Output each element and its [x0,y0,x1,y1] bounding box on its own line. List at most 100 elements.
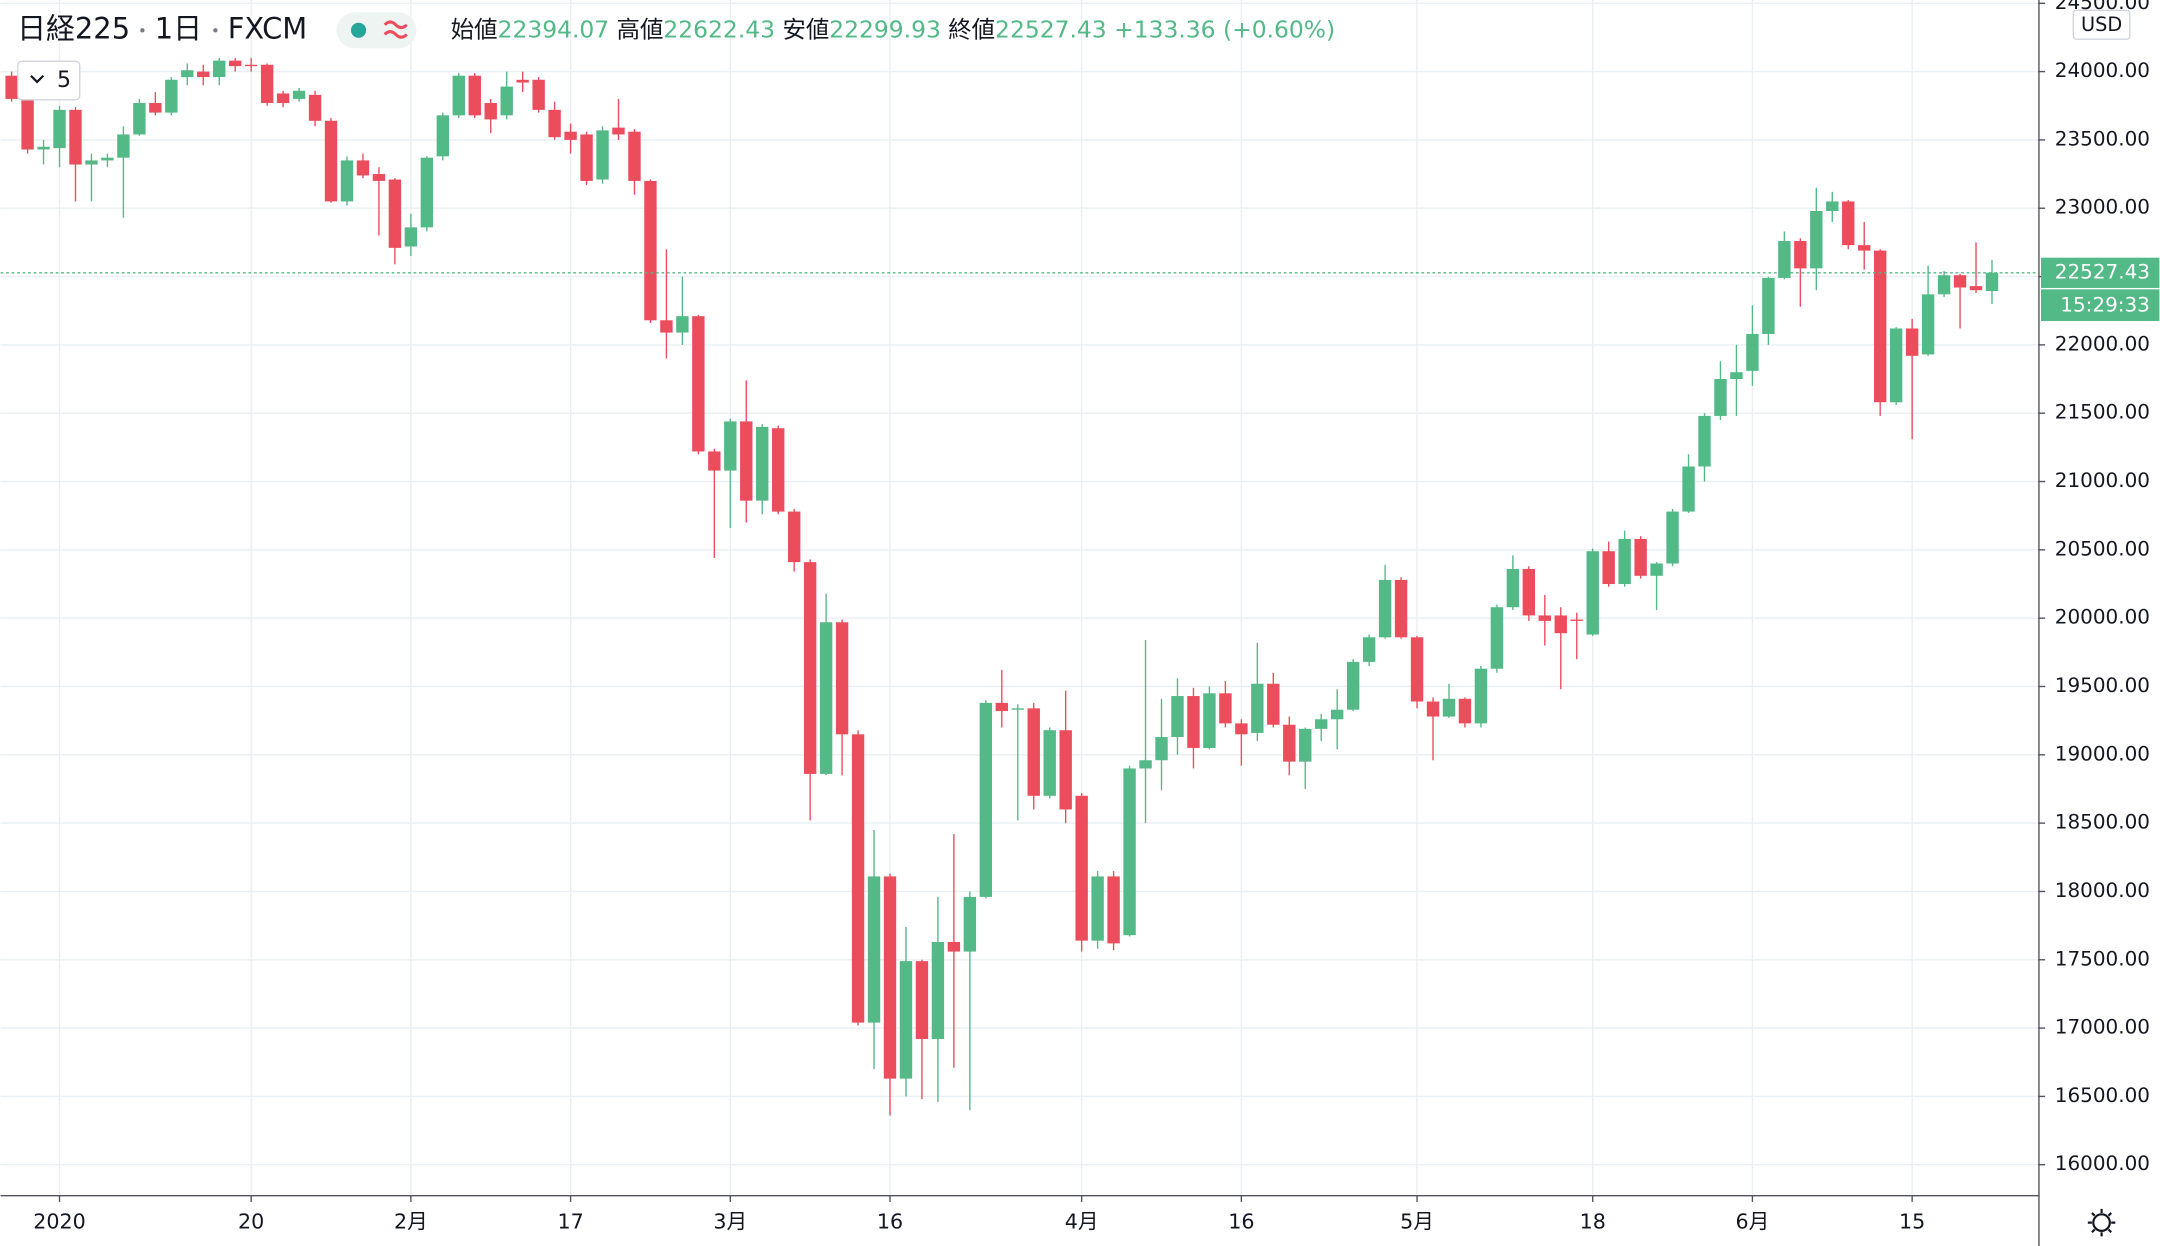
candle-body [69,109,82,165]
candle-body [979,702,993,897]
candle-body [1299,728,1312,762]
candle-body [1267,683,1280,725]
y-tick-label: 24000.00 [2055,58,2150,82]
candle-body [452,75,465,116]
candle-body [292,90,306,99]
header: 日経225 1日 FXCM 始値22394.07 高値22622.43 安値22… [17,11,1335,101]
candle-body [564,131,577,140]
candle-body [1027,708,1040,796]
delay-icon [383,20,408,39]
candle-body [53,109,66,149]
x-tick-label: 16 [1228,1210,1254,1234]
candle-body [867,876,881,1023]
countdown: 15:29:33 [2060,292,2150,316]
candle-body [1698,415,1711,467]
candle-body [1794,241,1807,269]
candle-body [1682,466,1695,512]
candle-body [1985,272,1999,292]
candle-body [883,876,897,1079]
candle-body [1394,579,1408,638]
candle-body [1490,607,1504,669]
candle-body [1107,876,1120,944]
last-price-box [2041,257,2160,288]
open-label: 始値 [451,15,498,43]
candle-body [197,71,210,78]
x-tick-label: 17 [557,1210,583,1234]
x-tick-label: 3月 [713,1210,747,1234]
y-tick-label: 22000.00 [2055,331,2150,355]
price-axis-bg [2039,0,2160,1246]
candle-body [213,60,226,78]
y-tick-label: 23000.00 [2055,195,2150,219]
candle-body [1410,637,1424,702]
gear-icon[interactable] [2092,1213,2111,1232]
candle-body [819,622,833,774]
candle-body [1953,275,1967,288]
candle-body [851,734,865,1023]
y-tick-label: 20500.00 [2055,536,2150,560]
candle-body [1826,201,1839,211]
y-tick-label: 17000.00 [2055,1015,2150,1039]
chevron [30,74,45,84]
candle-body [1283,724,1296,762]
high-label: 高値 [617,15,664,43]
currency-frame[interactable] [2072,9,2131,40]
candle-body [548,109,561,138]
candle-body [1969,286,1983,291]
x-tick-label: 15 [1899,1210,1925,1234]
candle-body [117,134,130,158]
status-badge[interactable] [336,12,417,49]
y-tick-label: 17500.00 [2055,946,2150,970]
candle-body [308,94,322,121]
candle-body [1346,661,1360,710]
time-axis-bg [0,1196,2040,1246]
candle-body [1075,795,1088,941]
candle-body [1586,551,1599,635]
indicator-toggle[interactable] [17,60,81,101]
candle-body [1618,538,1631,585]
y-tick-label: 21000.00 [2055,468,2150,492]
candle-body [244,64,258,67]
candle-body [1937,275,1951,295]
low-label: 安値 [782,15,829,43]
separator [140,28,145,33]
candle-body [85,160,98,165]
candle-body [628,131,641,181]
candle-body [1458,698,1472,724]
open-value: 22394.07 [498,15,610,43]
candle-body [229,60,242,67]
candle-body [1873,250,1887,403]
candle-body [1187,696,1200,748]
candle-body [1059,730,1072,810]
candle-body [1235,723,1248,735]
symbol: 日経225 [17,11,130,45]
candle-body [644,180,657,321]
candle-body [931,942,945,1040]
candle-body [1905,328,1919,356]
candle-body [1330,709,1344,720]
candle-body [181,70,194,78]
candle-body [1251,683,1264,733]
candle-body [37,146,50,150]
ohlc-legend: 始値22394.07 高値22622.43 安値22299.93 終値22527… [451,15,1335,43]
candle-body [324,120,338,202]
candle-body [1570,619,1583,621]
candle-body [372,174,386,181]
candle-body [260,64,274,104]
interval: 1日 [155,11,202,45]
candle-body [1921,294,1935,355]
currency-box: USD [2072,9,2131,40]
candle-body [1139,760,1152,769]
grid [0,0,2039,1196]
candle-body [1666,511,1679,564]
candle-body [1171,696,1184,738]
candle-body [1155,737,1168,761]
candle-body [676,316,689,333]
candle-body [133,103,146,135]
last-price-label: 22527.43 [2055,259,2150,283]
candle-body [1889,328,1903,403]
candle-body [596,130,609,180]
